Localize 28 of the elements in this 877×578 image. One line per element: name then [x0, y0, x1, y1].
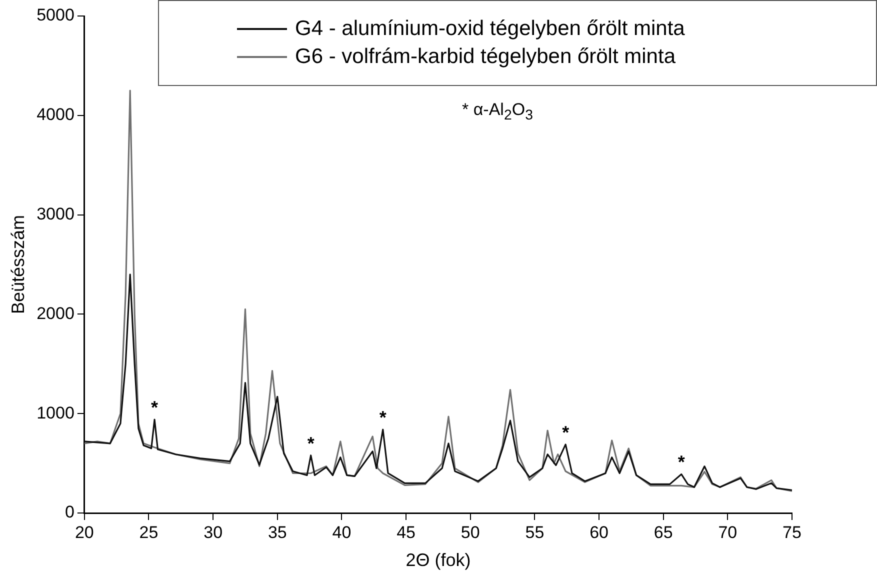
x-axis-title: 2Θ (fok) — [406, 550, 471, 570]
y-tick-label: 5000 — [36, 6, 74, 25]
annotation: * — [151, 398, 158, 418]
x-tick-label: 65 — [654, 522, 673, 542]
x-tick-label: 60 — [590, 522, 608, 542]
annotation: * — [562, 422, 570, 442]
x-tick-label: 50 — [460, 522, 480, 542]
x-tick-label: 70 — [718, 522, 738, 542]
x-tick-label: 40 — [332, 522, 352, 542]
annotation: * — [307, 433, 314, 454]
y-tick-label: 4000 — [36, 105, 74, 124]
x-tick-label: 20 — [74, 522, 94, 542]
legend-label: G6 - volfrám-karbid tégelyben őrölt minta — [295, 45, 676, 69]
legend-label: G4 - alumínium-oxid tégelyben őrölt minta — [295, 17, 685, 41]
y-tick-label: 2000 — [36, 304, 74, 323]
x-tick-label: 75 — [782, 522, 802, 542]
x-tick-label: 35 — [268, 522, 287, 542]
y-tick-label: 1000 — [36, 403, 74, 422]
x-tick-label: 55 — [525, 522, 544, 542]
annotation: * — [379, 408, 386, 428]
y-axis-title: Beütésszám — [8, 214, 28, 314]
x-tick-label: 25 — [139, 522, 158, 542]
x-tick-label: 45 — [396, 522, 416, 542]
y-tick-label: 0 — [64, 502, 74, 522]
y-tick-label: 3000 — [36, 204, 74, 224]
annotation: * α-Al$_{2}$O$_{3}$ — [462, 100, 533, 124]
x-tick-label: 30 — [204, 522, 223, 542]
annotation: * — [678, 452, 685, 472]
